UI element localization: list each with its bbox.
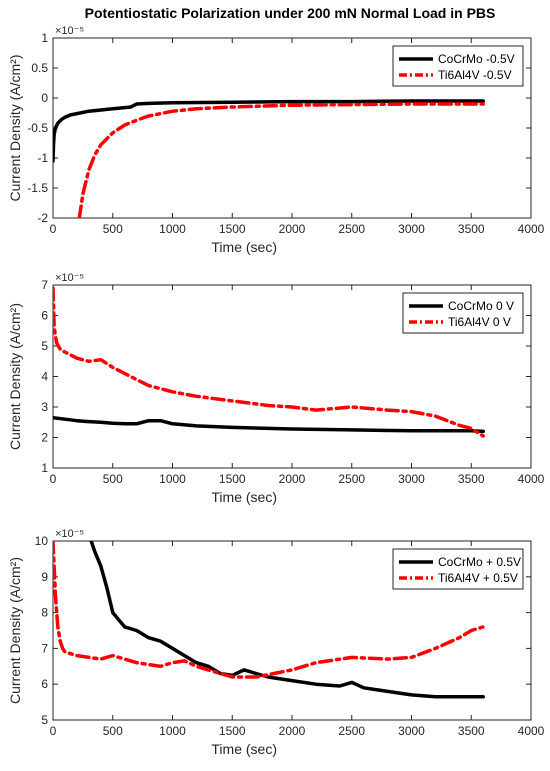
- y-tick-label: 10: [35, 534, 49, 548]
- series-line-2: [53, 286, 485, 438]
- series-group: [53, 286, 485, 438]
- x-axis-label: Time (sec): [211, 489, 277, 505]
- x-tick-label: 2500: [338, 724, 365, 738]
- x-tick-label: 4000: [518, 472, 545, 486]
- series-group: [53, 541, 485, 699]
- figure-title: Potentiostatic Polarization under 200 mN…: [85, 5, 496, 21]
- series-line-1: [89, 541, 485, 699]
- x-tick-label: 3000: [398, 472, 425, 486]
- y-exponent-label: ×10⁻⁵: [55, 25, 84, 37]
- legend-entry: CoCrMo -0.5V: [438, 52, 515, 66]
- y-tick-label: 3: [41, 400, 48, 414]
- x-tick-label: 500: [103, 724, 123, 738]
- x-axis-label: Time (sec): [211, 741, 277, 757]
- x-tick-label: 2000: [279, 724, 306, 738]
- y-tick-label: -2: [37, 211, 48, 225]
- y-tick-label: 6: [41, 309, 48, 323]
- legend-entry: CoCrMo + 0.5V: [438, 555, 521, 569]
- y-tick-label: 7: [41, 641, 48, 655]
- x-tick-label: 500: [103, 472, 123, 486]
- y-tick-label: 0: [41, 91, 48, 105]
- legend-entry: CoCrMo 0 V: [448, 299, 514, 313]
- y-axis-label: Current Density (A/cm²): [7, 303, 23, 450]
- chart-panel-2: 0 500 1000 1500 2000 2500 3000 3500 4000 1 2 3 4 5 6 7 ×…: [7, 272, 545, 505]
- legend-entry: Ti6Al4V 0 V: [448, 315, 511, 329]
- y-exponent-label: ×10⁻⁵: [55, 528, 84, 540]
- y-tick-label: -0.5: [27, 121, 48, 135]
- chart-panel-1: 0 500 1000 1500 2000 2500 3000 3500 4000 -2 -1.5 -1…: [7, 25, 545, 255]
- y-tick-label: -1.5: [27, 181, 48, 195]
- x-tick-label: 500: [103, 222, 123, 236]
- x-tick-label: 0: [50, 472, 57, 486]
- x-tick-label: 1500: [219, 472, 246, 486]
- chart-panel-3: 0 500 1000 1500 2000 2500 3000 3500 4000 5 6 7 8 9 10 ×…: [7, 528, 545, 757]
- legend-box: [402, 292, 524, 334]
- x-tick-label: 2500: [338, 222, 365, 236]
- x-tick-label: 1000: [159, 222, 186, 236]
- legend-entry: Ti6Al4V -0.5V: [438, 68, 512, 82]
- y-tick-label: 2: [41, 431, 48, 445]
- y-tick-label: 5: [41, 339, 48, 353]
- y-tick-label: 8: [41, 606, 48, 620]
- x-tick-label: 3500: [458, 222, 485, 236]
- legend: CoCrMo 0 V Ti6Al4V 0 V: [402, 292, 524, 334]
- x-tick-label: 1000: [159, 724, 186, 738]
- x-tick-label: 1500: [219, 724, 246, 738]
- y-tick-label: 1: [41, 461, 48, 475]
- y-tick-label: 0.5: [31, 61, 48, 75]
- y-tick-label: 9: [41, 570, 48, 584]
- y-tick-label: 4: [41, 370, 48, 384]
- x-tick-label: 2500: [338, 472, 365, 486]
- legend-box: [392, 548, 524, 590]
- x-tick-label: 2000: [279, 472, 306, 486]
- x-tick-label: 0: [50, 222, 57, 236]
- y-exponent-label: ×10⁻⁵: [55, 272, 84, 284]
- series-line-2: [53, 541, 485, 679]
- x-tick-label: 4000: [518, 724, 545, 738]
- y-tick-label: 6: [41, 677, 48, 691]
- legend: CoCrMo -0.5V Ti6Al4V -0.5V: [392, 45, 524, 87]
- x-tick-label: 2000: [279, 222, 306, 236]
- x-tick-label: 1000: [159, 472, 186, 486]
- legend: CoCrMo + 0.5V Ti6Al4V + 0.5V: [392, 548, 524, 590]
- y-tick-label: 1: [41, 31, 48, 45]
- x-tick-label: 1500: [219, 222, 246, 236]
- x-tick-label: 0: [50, 724, 57, 738]
- y-tick-label: 7: [41, 278, 48, 292]
- x-axis-label: Time (sec): [211, 239, 277, 255]
- y-tick-label: -1: [37, 151, 48, 165]
- series-group: [53, 99, 485, 218]
- x-tick-label: 3500: [458, 472, 485, 486]
- x-tick-label: 3000: [398, 724, 425, 738]
- x-tick-label: 4000: [518, 222, 545, 236]
- chart-panels: 0 500 1000 1500 2000 2500 3000 3500 4000-2-1.5-1…: [7, 25, 545, 757]
- y-axis-label: Current Density (A/cm²): [7, 557, 23, 704]
- y-axis-label: Current Density (A/cm²): [7, 54, 23, 201]
- legend-entry: Ti6Al4V + 0.5V: [438, 571, 518, 585]
- x-tick-label: 3000: [398, 222, 425, 236]
- x-tick-label: 3500: [458, 724, 485, 738]
- series-line-2: [77, 102, 485, 218]
- y-tick-label: 5: [41, 713, 48, 727]
- series-line-1: [53, 415, 485, 434]
- series-line-1: [53, 99, 485, 163]
- legend-box: [392, 45, 524, 87]
